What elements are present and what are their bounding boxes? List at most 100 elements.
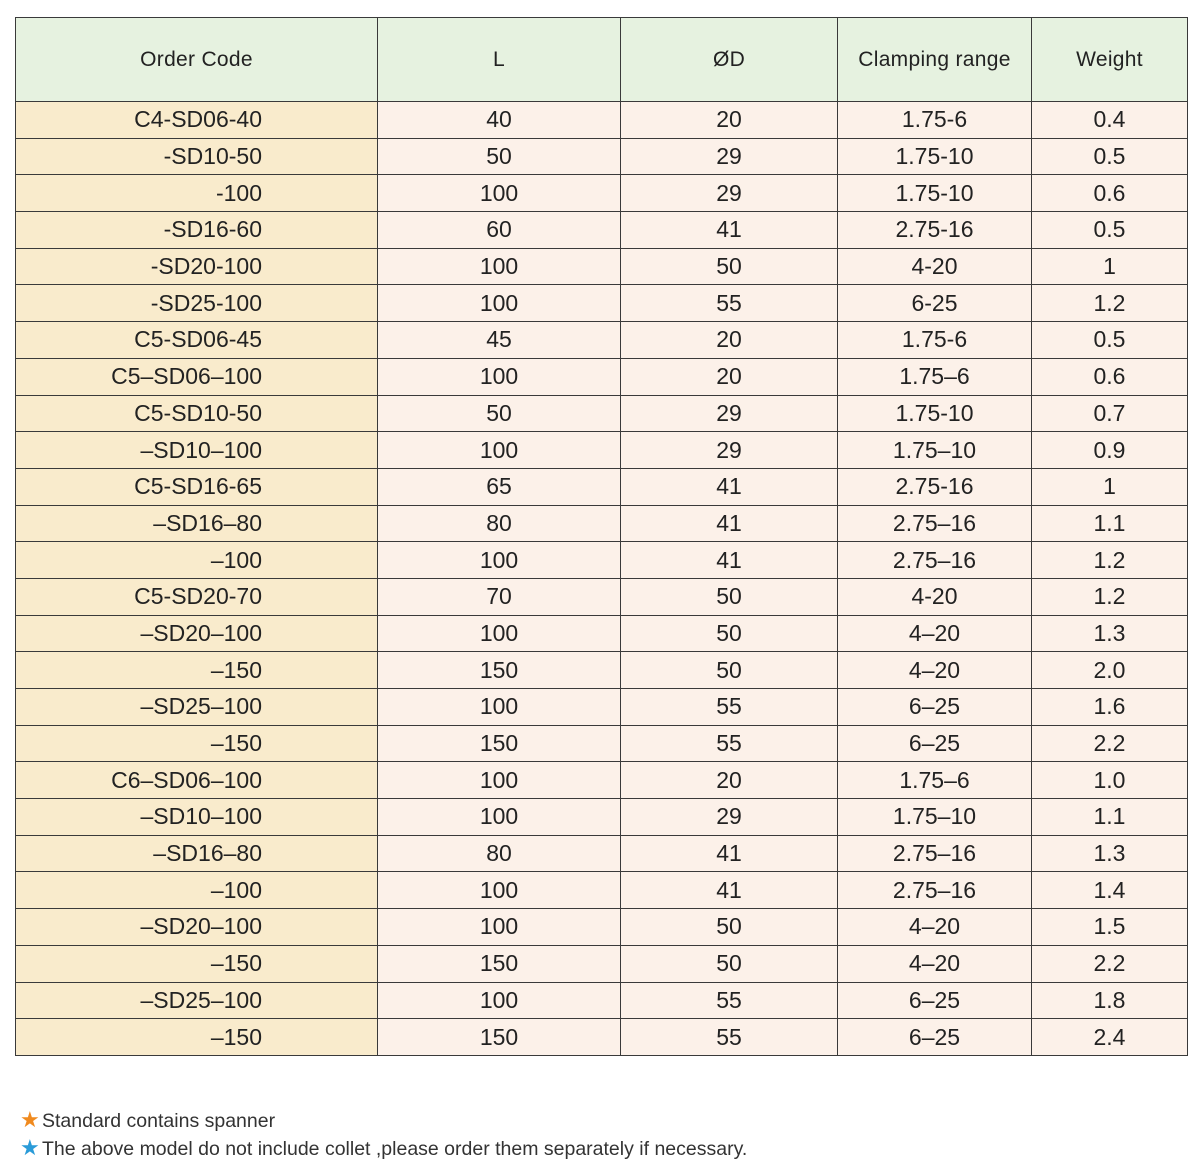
cell-length: 100 bbox=[377, 871, 621, 910]
cell-weight: 0.5 bbox=[1031, 211, 1188, 249]
footnote-text: Standard contains spanner bbox=[42, 1110, 276, 1132]
cell-clamping-range: 1.75-6 bbox=[837, 321, 1032, 359]
cell-length: 40 bbox=[377, 101, 621, 139]
cell-order-code: -SD20-100 bbox=[15, 247, 378, 286]
cell-weight: 2.2 bbox=[1031, 724, 1188, 763]
cell-weight: 1.3 bbox=[1031, 834, 1188, 873]
table-row: -SD10-50 50 29 1.75-10 0.5 bbox=[15, 137, 1188, 176]
cell-order-code: C5-SD06-45 bbox=[15, 321, 378, 359]
table-header: Order Code L ØD Clamping range Weight bbox=[15, 17, 1188, 102]
cell-diameter: 29 bbox=[620, 798, 838, 836]
cell-clamping-range: 1.75–6 bbox=[837, 761, 1032, 800]
cell-diameter: 29 bbox=[620, 174, 838, 213]
cell-clamping-range: 2.75-16 bbox=[837, 211, 1032, 249]
cell-diameter: 50 bbox=[620, 247, 838, 286]
cell-order-code: –150 bbox=[15, 651, 378, 689]
cell-length: 60 bbox=[377, 211, 621, 249]
cell-length: 65 bbox=[377, 467, 621, 506]
header-weight: Weight bbox=[1031, 17, 1188, 102]
cell-weight: 1.1 bbox=[1031, 798, 1188, 836]
cell-diameter: 29 bbox=[620, 137, 838, 176]
cell-length: 100 bbox=[377, 174, 621, 213]
table-row: C5-SD16-65 65 41 2.75-16 1 bbox=[15, 467, 1188, 506]
cell-clamping-range: 4–20 bbox=[837, 651, 1032, 689]
table-body: C4-SD06-40 40 20 1.75-6 0.4 -SD10-50 50 29 1.75-… bbox=[15, 101, 1188, 1056]
cell-order-code: C5-SD16-65 bbox=[15, 467, 378, 506]
cell-clamping-range: 1.75-10 bbox=[837, 174, 1032, 213]
orange-star-icon: ★ bbox=[20, 1107, 40, 1132]
cell-weight: 1.1 bbox=[1031, 504, 1188, 543]
cell-clamping-range: 2.75–16 bbox=[837, 504, 1032, 543]
cell-clamping-range: 6–25 bbox=[837, 981, 1032, 1020]
cell-length: 150 bbox=[377, 724, 621, 763]
cell-diameter: 20 bbox=[620, 321, 838, 359]
header-row: Order Code L ØD Clamping range Weight bbox=[15, 17, 1188, 102]
table-row: –SD10–100 100 29 1.75–10 1.1 bbox=[15, 798, 1188, 836]
table-row: –SD20–100 100 50 4–20 1.3 bbox=[15, 614, 1188, 653]
cell-length: 100 bbox=[377, 247, 621, 286]
cell-length: 150 bbox=[377, 1018, 621, 1056]
cell-order-code: -SD10-50 bbox=[15, 137, 378, 176]
table-row: C5-SD20-70 70 50 4-20 1.2 bbox=[15, 577, 1188, 616]
table-row: C5-SD10-50 50 29 1.75-10 0.7 bbox=[15, 394, 1188, 433]
table-row: –150 150 55 6–25 2.2 bbox=[15, 724, 1188, 763]
cell-length: 80 bbox=[377, 504, 621, 543]
spec-table: Order Code L ØD Clamping range Weight C4… bbox=[15, 17, 1188, 1056]
table-row: -SD20-100 100 50 4-20 1 bbox=[15, 247, 1188, 286]
cell-weight: 0.7 bbox=[1031, 394, 1188, 433]
cell-order-code: –150 bbox=[15, 1018, 378, 1056]
cell-length: 100 bbox=[377, 908, 621, 946]
cell-length: 100 bbox=[377, 981, 621, 1020]
cell-weight: 2.2 bbox=[1031, 944, 1188, 983]
cell-clamping-range: 1.75–10 bbox=[837, 798, 1032, 836]
table-row: C5-SD06-45 45 20 1.75-6 0.5 bbox=[15, 321, 1188, 359]
cell-clamping-range: 1.75-10 bbox=[837, 394, 1032, 433]
cell-clamping-range: 2.75–16 bbox=[837, 541, 1032, 579]
cell-weight: 0.5 bbox=[1031, 321, 1188, 359]
footnote-collet: ★ The above model do not include collet ,… bbox=[20, 1135, 747, 1163]
table-row: -SD25-100 100 55 6-25 1.2 bbox=[15, 284, 1188, 323]
cell-weight: 2.0 bbox=[1031, 651, 1188, 689]
cell-clamping-range: 2.75–16 bbox=[837, 834, 1032, 873]
cell-clamping-range: 6–25 bbox=[837, 688, 1032, 726]
cell-diameter: 55 bbox=[620, 724, 838, 763]
cell-diameter: 29 bbox=[620, 431, 838, 469]
header-order-code: Order Code bbox=[15, 17, 378, 102]
cell-weight: 1 bbox=[1031, 247, 1188, 286]
cell-weight: 0.5 bbox=[1031, 137, 1188, 176]
cell-weight: 1 bbox=[1031, 467, 1188, 506]
cell-length: 150 bbox=[377, 944, 621, 983]
cell-weight: 0.6 bbox=[1031, 174, 1188, 213]
cell-clamping-range: 6–25 bbox=[837, 724, 1032, 763]
cell-diameter: 20 bbox=[620, 357, 838, 396]
cell-length: 50 bbox=[377, 137, 621, 176]
blue-star-icon: ★ bbox=[20, 1135, 40, 1160]
cell-diameter: 55 bbox=[620, 284, 838, 323]
cell-order-code: –SD25–100 bbox=[15, 688, 378, 726]
cell-diameter: 41 bbox=[620, 871, 838, 910]
table-row: –150 150 50 4–20 2.0 bbox=[15, 651, 1188, 689]
cell-diameter: 41 bbox=[620, 541, 838, 579]
table-row: –100 100 41 2.75–16 1.2 bbox=[15, 541, 1188, 579]
cell-clamping-range: 4–20 bbox=[837, 614, 1032, 653]
cell-weight: 1.2 bbox=[1031, 284, 1188, 323]
cell-diameter: 41 bbox=[620, 834, 838, 873]
cell-weight: 1.0 bbox=[1031, 761, 1188, 800]
cell-length: 100 bbox=[377, 798, 621, 836]
cell-diameter: 50 bbox=[620, 614, 838, 653]
cell-diameter: 41 bbox=[620, 211, 838, 249]
cell-weight: 0.4 bbox=[1031, 101, 1188, 139]
table-row: –SD10–100 100 29 1.75–10 0.9 bbox=[15, 431, 1188, 469]
table-row: –SD16–80 80 41 2.75–16 1.1 bbox=[15, 504, 1188, 543]
cell-order-code: -100 bbox=[15, 174, 378, 213]
cell-length: 50 bbox=[377, 394, 621, 433]
cell-diameter: 41 bbox=[620, 504, 838, 543]
cell-diameter: 55 bbox=[620, 688, 838, 726]
cell-clamping-range: 4–20 bbox=[837, 908, 1032, 946]
table-row: –SD16–80 80 41 2.75–16 1.3 bbox=[15, 834, 1188, 873]
cell-order-code: C5-SD20-70 bbox=[15, 577, 378, 616]
cell-clamping-range: 1.75-6 bbox=[837, 101, 1032, 139]
table-row: –SD25–100 100 55 6–25 1.8 bbox=[15, 981, 1188, 1020]
cell-weight: 1.4 bbox=[1031, 871, 1188, 910]
cell-diameter: 20 bbox=[620, 761, 838, 800]
